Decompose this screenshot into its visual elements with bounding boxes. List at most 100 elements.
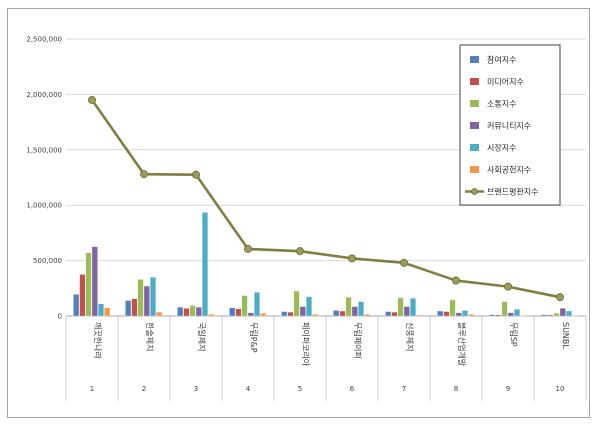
bar — [391, 311, 398, 317]
bars — [73, 212, 579, 317]
bar — [547, 314, 554, 317]
category-label: 페이퍼코리아 — [301, 322, 311, 367]
bar — [443, 311, 450, 317]
line-point — [503, 282, 512, 291]
legend-swatch — [470, 144, 479, 151]
bar — [364, 314, 371, 317]
bar — [489, 314, 496, 317]
category-label: 신풍제지 — [405, 322, 414, 351]
y-tick-label: 1,500,000 — [26, 146, 62, 154]
bar — [339, 310, 346, 317]
bar — [520, 315, 527, 317]
bar — [85, 252, 92, 317]
category-number: 7 — [402, 385, 406, 393]
bar — [312, 314, 319, 317]
bar — [403, 306, 410, 317]
line-point — [191, 170, 200, 179]
category-number: 2 — [142, 385, 146, 393]
bar — [281, 311, 288, 317]
legend-label: 미디어지수 — [487, 77, 524, 87]
bar — [572, 315, 579, 317]
brand-reputation-chart: 0 500,000 1,000,000 1,500,000 2,000,000 2,500… — [26, 36, 587, 401]
category-label: 한솔제지 — [145, 322, 154, 351]
bar — [385, 311, 392, 317]
legend-swatch — [470, 56, 479, 63]
bar — [416, 314, 423, 317]
category-label: SUNBL — [561, 322, 570, 349]
line-point — [139, 170, 148, 179]
legend-swatch — [470, 122, 479, 129]
bar — [559, 308, 566, 317]
bar — [125, 300, 132, 317]
category-number: 6 — [350, 385, 355, 393]
bar — [541, 314, 548, 317]
bar — [566, 310, 572, 317]
y-tick-label: 0 — [58, 313, 62, 321]
bar — [131, 298, 138, 317]
legend-label: 사회공헌지수 — [487, 166, 531, 175]
category-number: 10 — [556, 385, 565, 393]
line-point — [347, 254, 356, 263]
bar — [468, 314, 475, 317]
category-label: 무림SP — [509, 322, 519, 347]
line-series — [88, 95, 565, 302]
bar — [143, 285, 150, 317]
bar — [553, 313, 560, 317]
legend-label: 참여지수 — [487, 55, 516, 65]
category-number: 8 — [454, 385, 458, 393]
axis-labels: 0 500,000 1,000,000 1,500,000 2,000,000 2,500… — [26, 36, 570, 394]
line-point — [88, 95, 97, 104]
bar — [397, 297, 404, 317]
bar — [137, 279, 144, 317]
bar — [98, 303, 104, 317]
bar — [241, 295, 248, 317]
bar — [495, 314, 502, 317]
bar — [195, 306, 202, 317]
bar — [189, 305, 196, 317]
y-tick-label: 2,500,000 — [26, 36, 62, 44]
legend-swatch — [470, 78, 479, 85]
bar — [437, 310, 444, 317]
legend-swatch — [470, 166, 479, 173]
legend-label: 시장지수 — [487, 143, 516, 153]
category-number: 3 — [194, 385, 198, 393]
legend-label: 브랜드평판지수 — [487, 187, 539, 197]
bar — [449, 299, 456, 317]
line-series-path — [90, 99, 561, 299]
category-label: 블루산업개발 — [457, 322, 467, 367]
bar — [208, 314, 215, 317]
bar — [235, 308, 242, 317]
category-number: 5 — [298, 385, 302, 393]
legend-swatch — [470, 100, 479, 107]
bar — [79, 274, 86, 317]
bar — [73, 294, 80, 317]
bar — [287, 311, 294, 317]
category-number: 9 — [506, 385, 510, 393]
legend-marker — [471, 188, 478, 195]
bar — [345, 297, 352, 317]
bar — [462, 310, 468, 317]
legend-label: 소통지수 — [487, 100, 516, 109]
bar — [333, 310, 340, 317]
bar — [299, 306, 306, 317]
category-label: 깨끗한나라 — [93, 322, 103, 359]
bar — [260, 313, 267, 317]
line-point — [399, 258, 408, 267]
category-number: 4 — [246, 385, 251, 393]
bar — [293, 290, 300, 317]
bar — [507, 312, 514, 317]
bar — [202, 212, 208, 317]
bar — [455, 312, 462, 317]
bar — [177, 306, 184, 317]
bar — [150, 277, 156, 317]
bar — [514, 309, 520, 317]
bar — [183, 308, 190, 317]
line-point — [243, 244, 252, 253]
line-point — [556, 293, 565, 302]
bar — [254, 292, 260, 317]
category-label: 국일제지 — [197, 322, 206, 351]
bar — [91, 246, 98, 317]
bar — [104, 307, 111, 317]
bar — [229, 307, 236, 317]
